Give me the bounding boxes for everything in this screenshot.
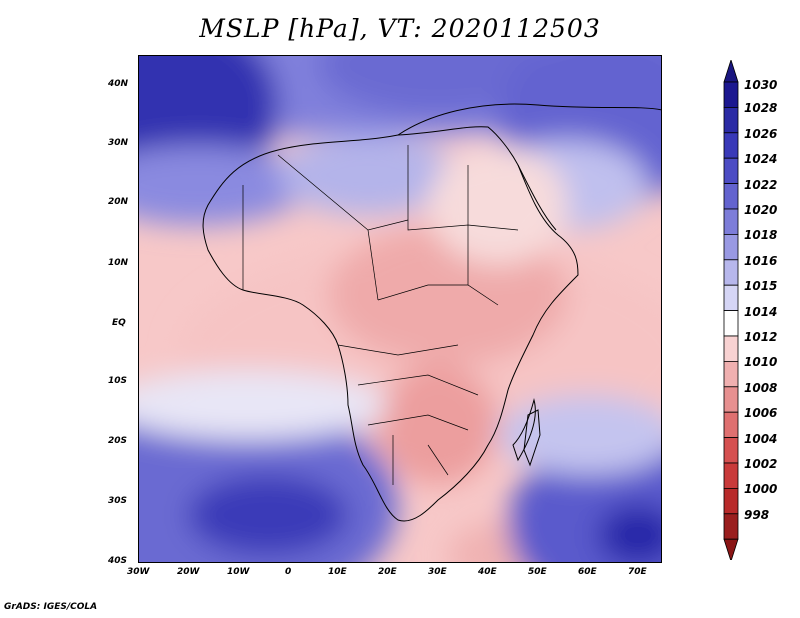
coastlines [202,103,662,522]
lon-label-20w: 20W [177,567,200,577]
colorbar-label: 1022 [744,177,778,192]
colorbar-label: 1000 [744,482,778,497]
lon-label-50e: 50E [528,567,547,577]
colorbar-label: 998 [744,507,770,522]
colorbar-swatch [723,157,739,184]
map-title: MSLP [hPa], VT: 2020112503 [199,14,601,43]
colorbar-label: 1026 [744,126,778,141]
lon-label-10e: 10E [328,567,347,577]
colorbar-label: 1028 [744,101,778,116]
colorbar-label: 1002 [744,457,778,471]
lon-label-60e: 60E [578,567,597,577]
lat-label-30n: 30N [108,138,129,148]
colorbar-label: 1008 [744,380,778,395]
colorbar-swatch [723,310,739,337]
colorbar-swatch [723,233,739,261]
colorbar-swatch [723,513,739,540]
lon-label-40e: 40E [478,567,497,577]
colorbar-label: 1015 [744,279,778,294]
colorbar-swatch [723,411,739,439]
colorbar-bottom-arrow [723,538,739,560]
colorbar-swatch [723,487,739,515]
colorbar-swatch [723,107,739,134]
mslp-map [138,55,662,563]
colorbar-swatch [723,284,739,311]
lat-label-20s: 20S [108,436,128,446]
colorbar-label: 1014 [744,304,778,319]
colorbar-label: 1004 [744,431,778,446]
madagascar-outline [523,409,541,467]
lat-label-10n: 10N [108,258,129,268]
colorbar-label: 1020 [744,203,778,217]
lat-label-eq: EQ [112,318,126,328]
lon-label-30e: 30E [428,567,447,577]
colorbar-label: 1006 [744,406,778,421]
colorbar-swatch [723,81,739,108]
footer-credit: GrADS: IGES/COLA [4,602,98,612]
colorbar-swatch [723,462,739,489]
colorbar-swatch [723,208,739,235]
colorbar-label: 1024 [744,152,778,167]
colorbar-label: 1012 [744,330,778,344]
colorbar-label: 1030 [744,78,778,92]
colorbar-label: 1010 [744,355,778,370]
colorbar-swatch [723,183,739,210]
lat-label-40s: 40S [108,556,128,566]
colorbar-swatch [723,132,739,159]
map-frame [138,55,662,563]
mslp-field [138,55,662,563]
lon-label-20e: 20E [378,567,397,577]
colorbar-top-arrow [723,60,739,83]
colorbar-label: 1018 [744,228,778,243]
lon-label-70e: 70E [628,567,647,577]
colorbar-swatch [723,386,739,413]
colorbar-swatch [723,259,739,286]
lon-label-0: 0 [285,567,292,577]
lon-label-30w: 30W [127,567,150,577]
colorbar-label: 1016 [744,253,778,268]
lon-label-10w: 10W [227,567,250,577]
lat-label-10s: 10S [108,376,128,386]
pressure-blobs [138,55,662,563]
lat-label-40n: 40N [108,79,129,89]
lat-label-20n: 20N [108,197,129,207]
colorbar-swatch [723,360,739,388]
country-borders [242,145,519,485]
lat-label-30s: 30S [108,496,128,506]
colorbar [723,60,739,560]
colorbar-swatch [723,335,739,362]
colorbar-swatch [723,437,739,464]
